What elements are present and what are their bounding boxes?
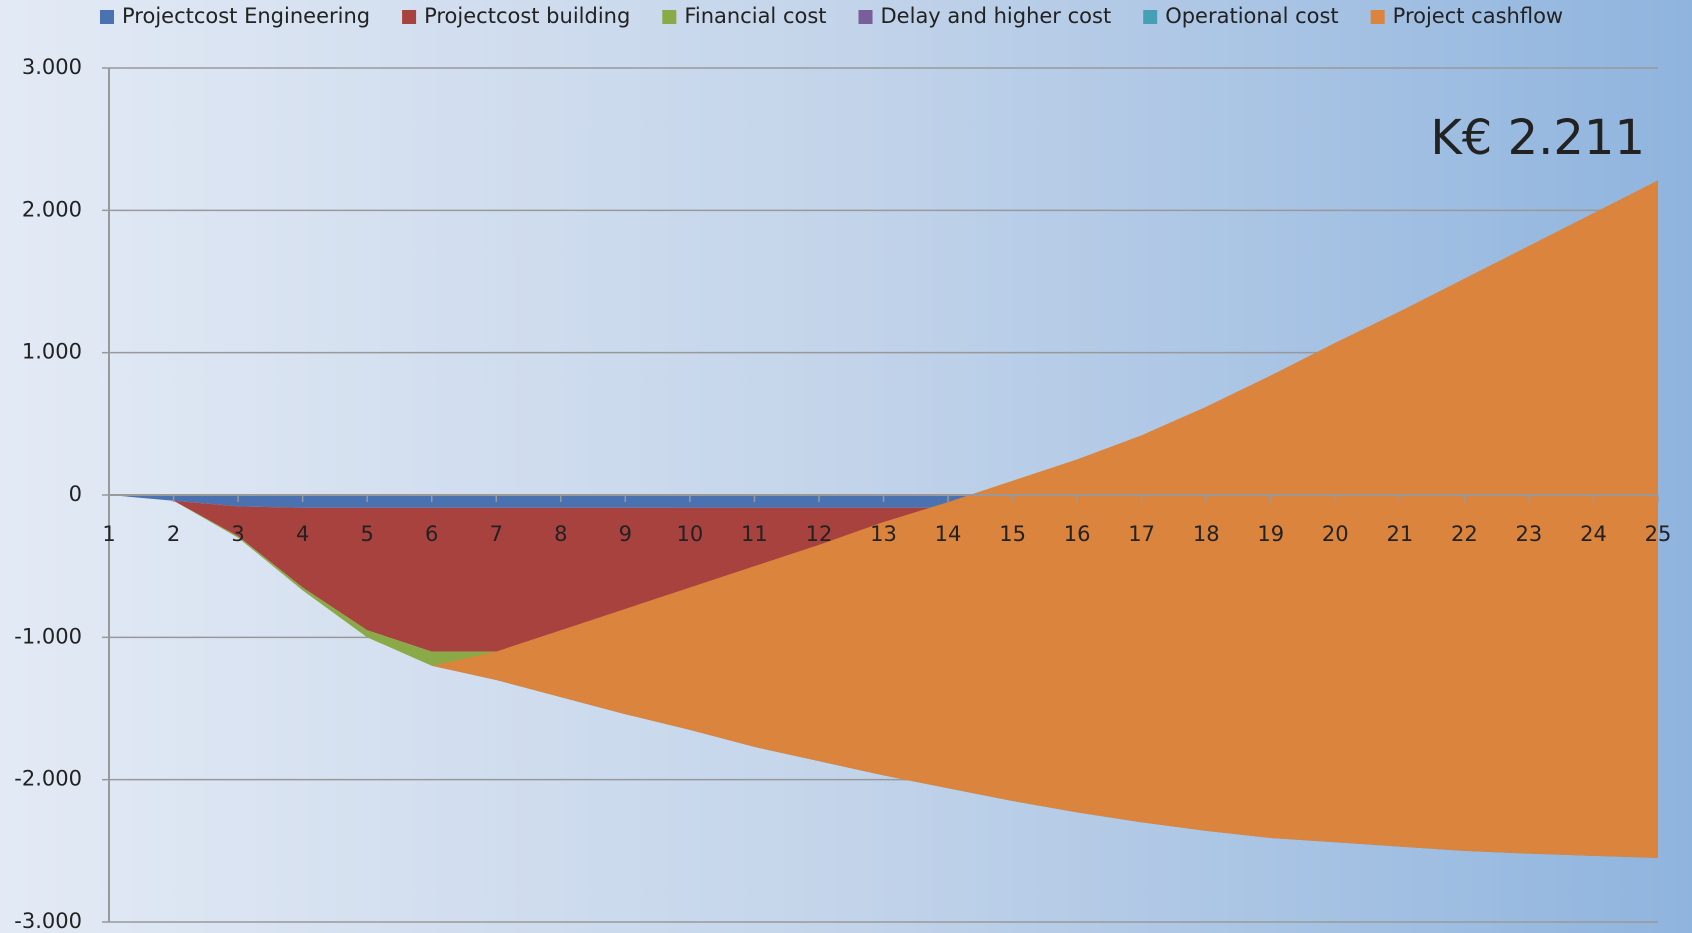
- x-tick-label: 12: [806, 522, 833, 546]
- x-tick-label: 24: [1580, 522, 1607, 546]
- legend-swatch: [100, 10, 114, 24]
- x-tick-label: 4: [296, 522, 309, 546]
- legend-label: Delay and higher cost: [881, 4, 1112, 28]
- x-tick-label: 23: [1516, 522, 1543, 546]
- legend-swatch: [858, 10, 873, 24]
- areas: [109, 180, 1658, 858]
- legend-label: Project cashflow: [1393, 4, 1563, 28]
- legend-label: Financial cost: [684, 4, 826, 28]
- x-tick-label: 21: [1386, 522, 1413, 546]
- legend-swatch: [1370, 10, 1385, 24]
- legend: Projectcost Engineering Projectcost build…: [100, 4, 1563, 28]
- x-tick-label: 7: [490, 522, 503, 546]
- x-tick-label: 15: [999, 522, 1026, 546]
- x-tick-label: 8: [554, 522, 567, 546]
- y-tick-label: -2.000: [14, 767, 82, 791]
- y-tick-label: 2.000: [22, 197, 82, 221]
- x-tick-label: 22: [1451, 522, 1478, 546]
- x-tick-label: 17: [1128, 522, 1155, 546]
- x-tick-label: 25: [1645, 522, 1672, 546]
- y-tick-label: 1.000: [22, 340, 82, 364]
- annotation: K€ 2.211: [1430, 110, 1645, 166]
- x-tick-label: 10: [677, 522, 704, 546]
- x-tick-label: 3: [231, 522, 244, 546]
- legend-label: Projectcost building: [424, 4, 630, 28]
- legend-swatch: [1143, 10, 1158, 24]
- area: [109, 180, 1658, 858]
- y-tick-label: -1.000: [14, 624, 82, 648]
- y-tick-label: 0: [69, 482, 82, 506]
- x-tick-label: 9: [619, 522, 632, 546]
- legend-swatch: [662, 10, 677, 24]
- x-tick-label: 13: [870, 522, 897, 546]
- y-tick-label: -3.000: [14, 909, 82, 933]
- x-tick-label: 5: [360, 522, 373, 546]
- x-tick-label: 14: [935, 522, 962, 546]
- legend-label: Projectcost Engineering: [122, 4, 370, 28]
- x-tick-label: 11: [741, 522, 768, 546]
- x-tick-label: 20: [1322, 522, 1349, 546]
- legend-swatch: [402, 10, 417, 24]
- x-tick-label: 18: [1193, 522, 1220, 546]
- x-tick-label: 16: [1064, 522, 1091, 546]
- x-tick-label: 6: [425, 522, 438, 546]
- x-tick-label: 1: [102, 522, 115, 546]
- y-tick-label: 3.000: [22, 55, 82, 79]
- x-tick-label: 2: [167, 522, 180, 546]
- x-tick-label: 19: [1257, 522, 1284, 546]
- legend-label: Operational cost: [1165, 4, 1338, 28]
